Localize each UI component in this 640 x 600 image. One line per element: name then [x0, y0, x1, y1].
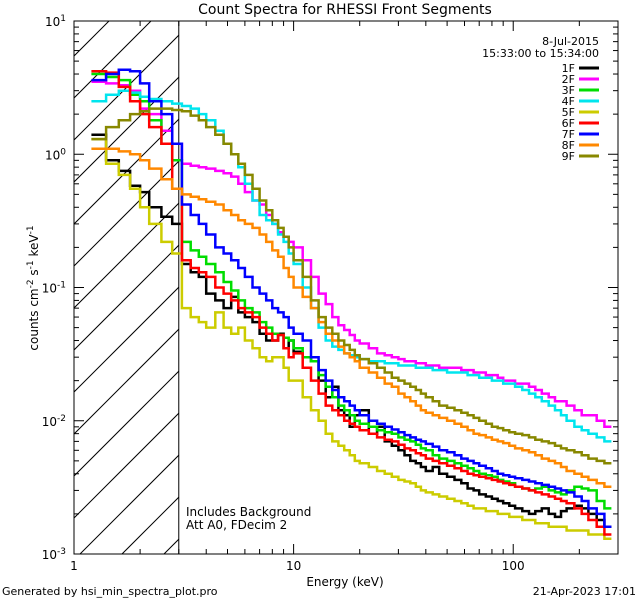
series-line-2F [91, 80, 612, 429]
hatch-line-8 [74, 244, 179, 351]
legend-label-5F: 5F [562, 106, 575, 119]
x-axis-label: Energy (keV) [306, 575, 383, 589]
legend-label-2F: 2F [562, 73, 575, 86]
y-tick-label--3: 10-3 [42, 547, 66, 562]
legend-label-6F: 6F [562, 117, 575, 130]
y-axis-ticks: 101 100 10-1 10-2 10-3 [42, 14, 618, 562]
hatch-line-11 [74, 370, 179, 477]
y-axis-label: counts cm-2 s-1 keV-1 [26, 225, 41, 350]
hatch-line-13 [79, 454, 179, 554]
series-group [91, 68, 612, 541]
y-tick-label--2: 10-2 [42, 414, 66, 429]
series-line-3F [91, 72, 612, 510]
x-tick-label-1: 1 [70, 559, 78, 573]
legend-label-7F: 7F [562, 128, 575, 141]
y-label-exp2: -1 [26, 260, 36, 269]
y-tick-label-1: 101 [45, 14, 66, 29]
chart-title: Count Spectra for RHESSI Front Segments [198, 2, 492, 18]
series-line-1F [91, 133, 612, 529]
series-line-7F [91, 68, 612, 529]
legend-label-8F: 8F [562, 139, 575, 152]
legend-label-4F: 4F [562, 95, 575, 108]
annotation-attenuator: Att A0, FDecim 2 [186, 518, 287, 532]
series-line-9F [91, 107, 612, 465]
legend-time-range: 15:33:00 to 15:34:00 [482, 47, 599, 60]
y-label-exp3: -1 [26, 225, 36, 234]
hatch-line-3 [74, 34, 179, 141]
hatch-line-10 [74, 328, 179, 435]
footer-timestamp: 21-Apr-2023 17:01 [533, 585, 636, 598]
y-label-base: counts cm [27, 288, 41, 350]
annotation-background: Includes Background [186, 505, 311, 519]
y-label-exp1: -2 [26, 279, 36, 288]
x-tick-label-10: 10 [286, 559, 301, 573]
legend-label-1F: 1F [562, 62, 575, 75]
legend-label-9F: 9F [562, 150, 575, 163]
x-axis-ticks: 1 10 100 [70, 21, 619, 573]
y-tick-label--1: 10-1 [42, 281, 66, 296]
footer-generated-by: Generated by hsi_min_spectra_plot.pro [2, 585, 218, 598]
legend-date: 8-Jul-2015 [542, 35, 599, 48]
series-line-6F [91, 69, 612, 536]
y-label-s: s [27, 269, 41, 279]
series-line-8F [91, 147, 612, 488]
y-tick-label-0: 100 [45, 147, 66, 162]
y-label-kev: keV [27, 234, 41, 261]
legend-label-3F: 3F [562, 84, 575, 97]
hatch-line-7 [74, 202, 179, 309]
x-tick-label-100: 100 [502, 559, 525, 573]
hatch-line-12 [74, 412, 179, 519]
series-line-5F [91, 137, 612, 541]
